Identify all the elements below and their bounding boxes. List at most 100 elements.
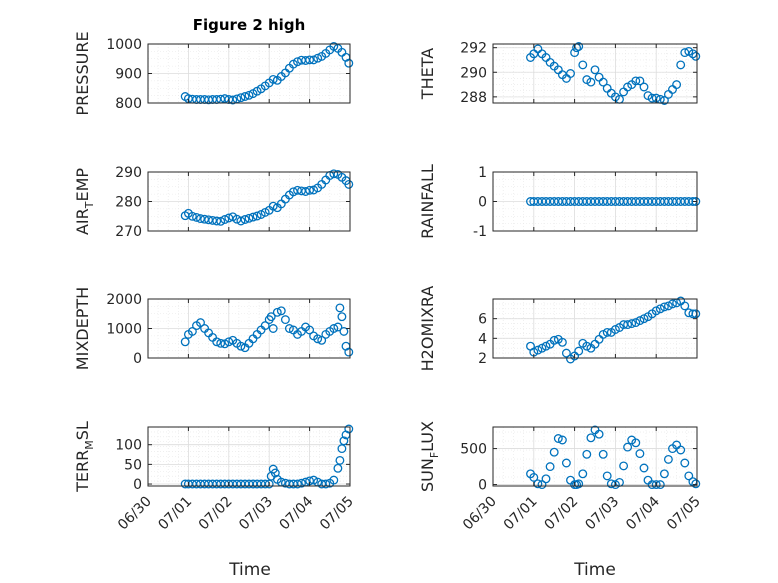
- data-point: [339, 326, 349, 336]
- data-point: [631, 438, 641, 448]
- data-point: [545, 462, 555, 472]
- data-point: [680, 301, 690, 311]
- data-point: [578, 60, 588, 70]
- data-point: [309, 55, 319, 65]
- data-point: [192, 212, 201, 222]
- y-axis-label: THETA: [418, 48, 437, 100]
- data-point: [651, 306, 661, 316]
- data-point: [627, 319, 637, 329]
- x-axis-label-time-left: Time: [228, 560, 271, 580]
- y-tick-label: 1: [478, 165, 487, 181]
- y-tick-label: 2000: [106, 292, 142, 308]
- data-point: [537, 480, 547, 490]
- data-points: [526, 296, 701, 364]
- data-point: [549, 335, 559, 345]
- data-point: [248, 212, 258, 222]
- data-point: [623, 320, 633, 330]
- data-point: [344, 58, 354, 68]
- data-point: [335, 455, 345, 465]
- data-point: [578, 469, 588, 479]
- data-point: [691, 197, 701, 206]
- data-point: [329, 324, 339, 333]
- data-point: [305, 185, 315, 195]
- data-point: [329, 169, 339, 179]
- data-point: [541, 341, 551, 351]
- data-point: [582, 341, 592, 351]
- data-point: [293, 185, 302, 195]
- data-point: [236, 216, 246, 226]
- data-point: [561, 348, 571, 358]
- data-points: [180, 303, 354, 357]
- data-point: [224, 337, 234, 347]
- data-point: [598, 449, 608, 459]
- data-point: [553, 434, 563, 443]
- data-point: [266, 312, 276, 322]
- data-point: [280, 315, 290, 325]
- data-point: [264, 479, 274, 489]
- data-point: [337, 444, 347, 454]
- subplot-pressure: 800 900 1000 PRESSURE Figure 2 high: [73, 16, 354, 116]
- data-point: [651, 480, 661, 490]
- y-tick-label: 2: [478, 351, 487, 367]
- y-tick-label: 1000: [106, 37, 142, 53]
- data-point: [549, 447, 559, 457]
- data-point: [196, 318, 205, 328]
- data-point: [236, 341, 246, 351]
- data-point: [344, 347, 354, 357]
- data-point: [212, 337, 222, 347]
- axes-box: [492, 43, 698, 104]
- data-point: [220, 215, 230, 224]
- data-point: [293, 479, 302, 489]
- data-point: [333, 322, 343, 332]
- y-tick-label: 0: [133, 477, 142, 493]
- data-point: [240, 92, 250, 101]
- data-point: [252, 211, 262, 221]
- data-point: [639, 463, 649, 473]
- y-axis-label: MIXDEPTH: [73, 287, 92, 370]
- data-point: [272, 307, 282, 317]
- data-point: [335, 303, 345, 313]
- data-point: [313, 53, 323, 63]
- y-tick-label: 0: [133, 351, 142, 367]
- data-point: [691, 309, 701, 319]
- data-point: [276, 306, 286, 316]
- data-point: [598, 77, 608, 87]
- data-point: [344, 179, 354, 189]
- data-point: [529, 472, 539, 482]
- y-tick-label: 0: [478, 478, 487, 494]
- data-points: [180, 424, 354, 489]
- data-point: [590, 65, 600, 75]
- axes-box: [492, 426, 698, 487]
- data-point: [663, 454, 673, 464]
- y-axis-label: PRESSURE: [73, 31, 92, 115]
- data-point: [329, 41, 339, 51]
- data-point: [541, 474, 551, 484]
- data-point: [212, 216, 222, 226]
- subplot-theta: 288 290 292 THETA: [418, 41, 701, 106]
- data-point: [216, 216, 226, 226]
- data-point: [293, 57, 302, 67]
- y-tick-label: -1: [473, 224, 487, 240]
- data-point: [647, 93, 657, 103]
- data-point: [602, 327, 612, 337]
- subplot-air-temp: 270 280 290 AIRTEMP: [73, 165, 354, 240]
- chart-title: Figure 2 high: [193, 16, 306, 34]
- data-points: [526, 197, 701, 206]
- data-point: [344, 424, 354, 434]
- data-point: [305, 325, 315, 335]
- data-point: [216, 338, 226, 348]
- y-tick-label: 1000: [106, 322, 142, 338]
- data-point: [284, 324, 294, 333]
- data-point: [333, 463, 343, 473]
- data-point: [561, 458, 571, 468]
- data-point: [313, 334, 323, 344]
- data-point: [533, 345, 543, 355]
- data-point: [244, 213, 254, 223]
- y-tick-label: 50: [124, 457, 142, 473]
- y-tick-label: 900: [115, 67, 142, 83]
- data-point: [321, 479, 331, 489]
- data-point: [659, 469, 669, 479]
- data-point: [557, 435, 567, 445]
- y-tick-label: 6: [478, 312, 487, 328]
